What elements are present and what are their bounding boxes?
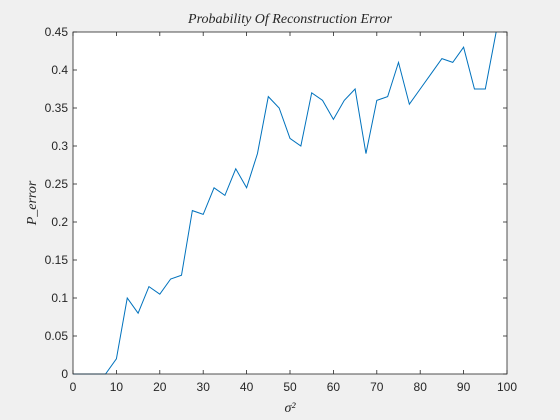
x-tick-label: 50	[283, 380, 297, 394]
y-axis-ticks: 0 0.05 0.1 0.15 0.2 0.25 0.3 0.35 0.4 0.45	[45, 25, 507, 381]
y-tick-label: 0.05	[45, 329, 69, 343]
x-axis-label: σ²	[284, 401, 296, 416]
y-axis-label: P_error	[25, 180, 40, 226]
y-tick-label: 0.3	[51, 139, 68, 153]
series-line	[73, 31, 497, 375]
x-tick-label: 80	[414, 380, 428, 394]
x-tick-label: 10	[110, 380, 124, 394]
x-axis-ticks: 0 10 20 30 40 50 60 70 80 90 100	[70, 32, 517, 394]
y-tick-label: 0.45	[45, 25, 69, 39]
plot-area	[73, 32, 507, 374]
y-tick-label: 0.25	[45, 177, 69, 191]
x-tick-label: 20	[153, 380, 167, 394]
x-tick-label: 90	[457, 380, 471, 394]
x-tick-label: 70	[370, 380, 384, 394]
y-tick-label: 0.1	[51, 291, 68, 305]
y-tick-label: 0	[61, 367, 68, 381]
x-tick-label: 100	[497, 380, 517, 394]
y-tick-label: 0.15	[45, 253, 69, 267]
x-tick-label: 60	[327, 380, 341, 394]
x-tick-label: 30	[197, 380, 211, 394]
x-tick-label: 0	[70, 380, 77, 394]
plot-border	[72, 31, 508, 375]
y-tick-label: 0.35	[45, 101, 69, 115]
y-tick-label: 0.2	[51, 215, 68, 229]
y-tick-label: 0.4	[51, 63, 68, 77]
x-tick-label: 40	[240, 380, 254, 394]
chart-title: Probability Of Reconstruction Error	[187, 12, 392, 27]
